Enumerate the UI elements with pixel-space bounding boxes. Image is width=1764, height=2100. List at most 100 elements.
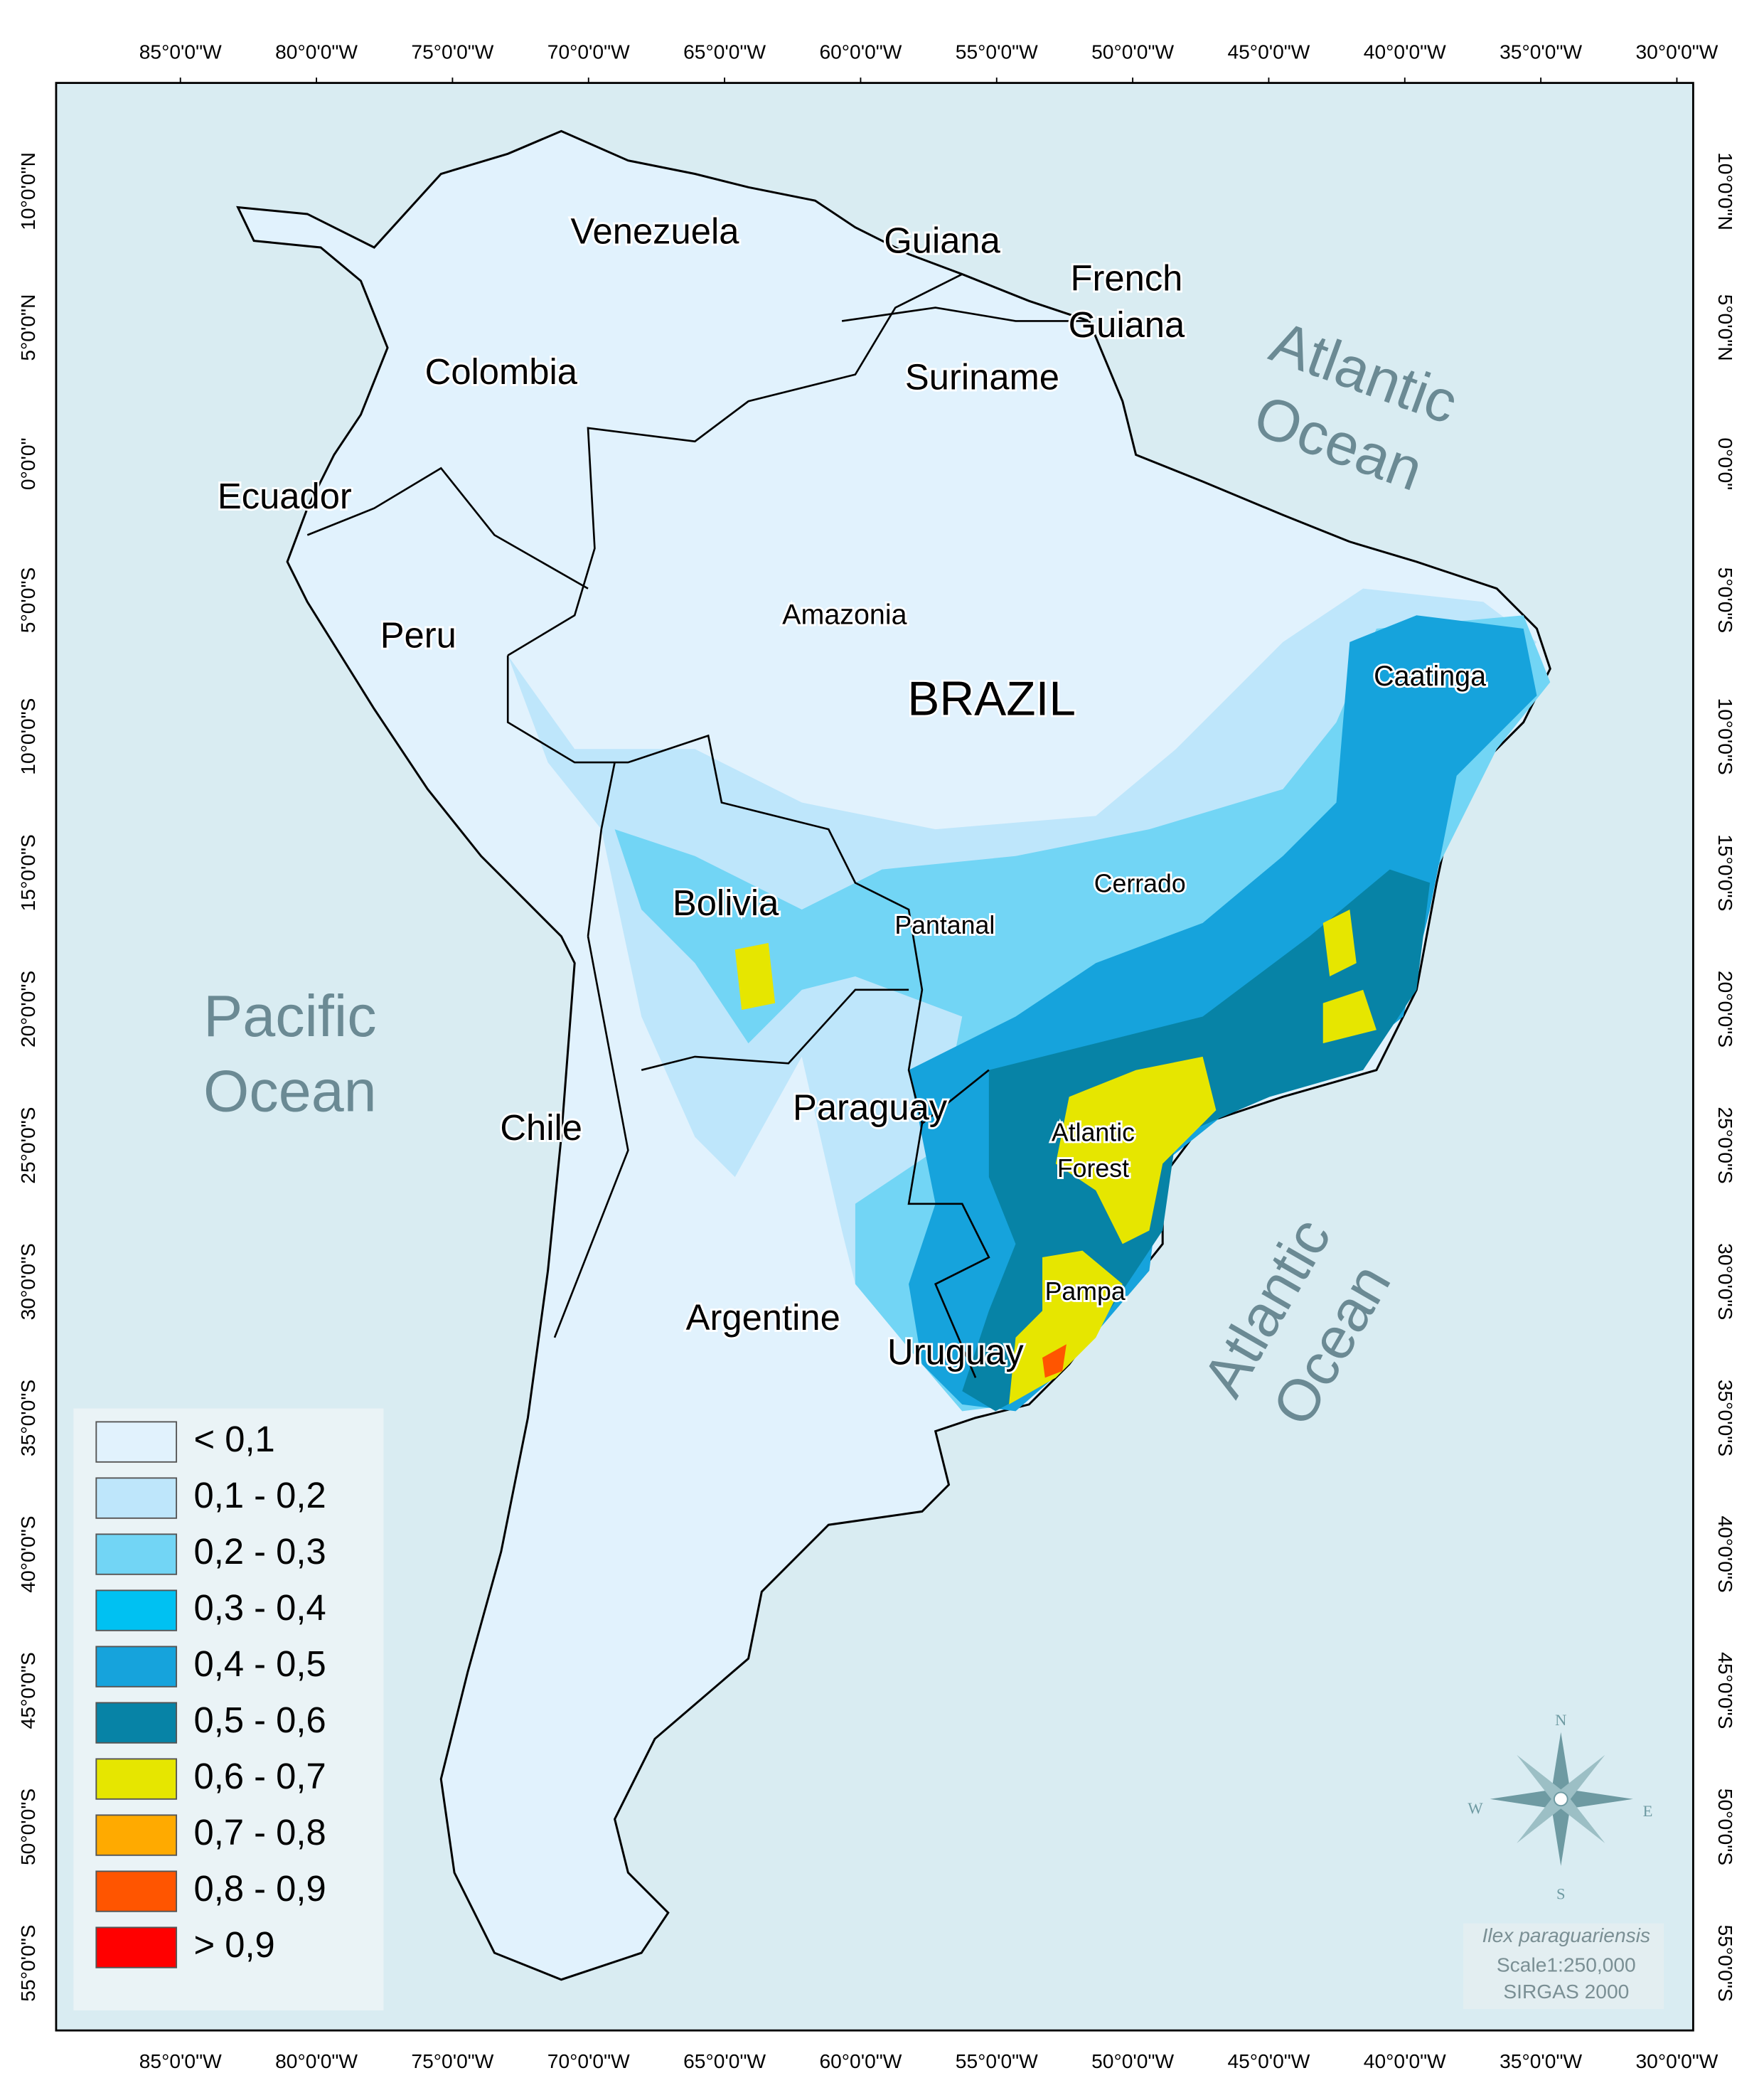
legend-swatch (95, 1477, 178, 1519)
compass-letter: E (1643, 1802, 1653, 1820)
longitude-label: 60°0'0"W (819, 2050, 902, 2072)
legend-label: 0,3 - 0,4 (194, 1587, 326, 1628)
place-label: Bolivia (673, 883, 779, 923)
latitude-label: 20°0'0"S (1714, 971, 1737, 1048)
longitude-label: 35°0'0"W (1500, 41, 1582, 63)
suitability-zone (1322, 989, 1377, 1044)
compass-letter: N (1555, 1711, 1566, 1729)
latitude-label: 40°0'0"S (16, 1515, 39, 1592)
place-label: Uruguay (887, 1332, 1024, 1373)
place-label: Pantanal (894, 911, 995, 939)
longitude-label: 70°0'0"W (547, 2050, 630, 2072)
legend-swatch (95, 1758, 178, 1800)
info-box (1463, 1923, 1664, 2010)
latitude-label: 45°0'0"S (16, 1652, 39, 1729)
suitability-zone (734, 943, 776, 1011)
latitude-label: 50°0'0"S (1714, 1789, 1737, 1865)
suitability-zone (1042, 1344, 1067, 1378)
longitude-label: 45°0'0"W (1227, 41, 1310, 63)
latitude-label: 5°0'0"N (16, 294, 39, 361)
longitude-label: 70°0'0"W (547, 41, 630, 63)
longitude-label: 45°0'0"W (1227, 2050, 1310, 2072)
longitude-label: 80°0'0"W (275, 2050, 358, 2072)
longitude-label: 35°0'0"W (1500, 2050, 1582, 2072)
borders (306, 273, 1089, 1378)
place-label: Forest (1057, 1154, 1129, 1183)
place-label: BRAZIL (907, 672, 1076, 725)
place-label: French (1071, 257, 1183, 298)
legend-swatch (95, 1533, 178, 1575)
place-label: Paraguay (793, 1087, 948, 1128)
border (306, 467, 589, 590)
place-label: Peru (380, 615, 456, 656)
latitude-label: 10°0'0"N (16, 152, 39, 230)
info-text: SIRGAS 2000 (1503, 1980, 1629, 2003)
legend-label: 0,6 - 0,7 (194, 1756, 326, 1796)
latitude-label: 25°0'0"S (1714, 1107, 1737, 1184)
info-text: Ilex paraguariensis (1482, 1924, 1651, 1946)
longitude-label: 85°0'0"W (139, 2050, 222, 2072)
longitude-label: 60°0'0"W (819, 41, 902, 63)
longitude-label: 80°0'0"W (275, 41, 358, 63)
place-label: Pampa (1045, 1277, 1126, 1306)
longitude-label: 65°0'0"W (683, 41, 766, 63)
place-label: Guiana (1069, 304, 1185, 345)
place-label: Chile (500, 1107, 582, 1148)
longitude-label: 50°0'0"W (1091, 41, 1174, 63)
ocean-label: Ocean (203, 1057, 377, 1124)
longitude-label: 55°0'0"W (956, 2050, 1038, 2072)
place-label: Amazonia (782, 599, 907, 631)
info-text: Scale1:250,000 (1497, 1953, 1636, 1976)
legend-swatch (95, 1926, 178, 1968)
legend-label: 0,8 - 0,9 (194, 1868, 326, 1909)
compass-letter: S (1556, 1885, 1566, 1902)
place-label: Atlantic (1052, 1118, 1135, 1146)
suitability-zone (1322, 910, 1357, 977)
latitude-label: 0°0'0" (16, 437, 39, 490)
legend-swatch (95, 1589, 178, 1631)
legend-label: 0,7 - 0,8 (194, 1812, 326, 1853)
latitude-label: 10°0'0"S (16, 698, 39, 775)
longitude-label: 50°0'0"W (1091, 2050, 1174, 2072)
longitude-label: 85°0'0"W (139, 41, 222, 63)
latitude-label: 55°0'0"S (1714, 1924, 1737, 2001)
border (841, 307, 1089, 322)
longitude-label: 75°0'0"W (411, 2050, 493, 2072)
longitude-label: 55°0'0"W (956, 41, 1038, 63)
legend-swatch (95, 1646, 178, 1688)
ocean-label: Pacific (203, 983, 377, 1049)
latitude-label: 25°0'0"S (16, 1107, 39, 1184)
place-label: Ecuador (218, 476, 352, 516)
latitude-label: 30°0'0"S (16, 1243, 39, 1320)
place-label: Caatinga (1374, 661, 1486, 692)
legend-swatch (95, 1870, 178, 1912)
suitability-zone (1009, 1250, 1123, 1405)
place-label: Venezuela (570, 211, 739, 252)
latitude-label: 5°0'0"N (1714, 294, 1737, 361)
latitude-label: 45°0'0"S (1714, 1652, 1737, 1729)
longitude-label: 40°0'0"W (1364, 41, 1446, 63)
legend-label: 0,1 - 0,2 (194, 1475, 326, 1515)
compass-letter: W (1468, 1799, 1483, 1817)
legend-swatch (95, 1421, 178, 1463)
place-label: Colombia (425, 351, 578, 392)
border (907, 1123, 990, 1378)
latitude-label: 10°0'0"S (1714, 698, 1737, 775)
legend-swatch (95, 1702, 178, 1744)
latitude-label: 20°0'0"S (16, 971, 39, 1048)
border (506, 655, 990, 1126)
place-label: Guiana (884, 220, 1000, 261)
longitude-label: 65°0'0"W (683, 2050, 766, 2072)
latitude-label: 5°0'0"S (1714, 567, 1737, 634)
longitude-label: 30°0'0"W (1635, 2050, 1718, 2072)
latitude-label: 15°0'0"S (1714, 834, 1737, 911)
legend-label: > 0,9 (194, 1924, 275, 1965)
legend-label: 0,4 - 0,5 (194, 1643, 326, 1684)
latitude-label: 50°0'0"S (16, 1789, 39, 1865)
legend-label: < 0,1 (194, 1419, 275, 1459)
latitude-label: 35°0'0"S (1714, 1380, 1737, 1456)
longitude-label: 40°0'0"W (1364, 2050, 1446, 2072)
latitude-label: 40°0'0"S (1714, 1515, 1737, 1592)
legend-label: 0,2 - 0,3 (194, 1531, 326, 1572)
